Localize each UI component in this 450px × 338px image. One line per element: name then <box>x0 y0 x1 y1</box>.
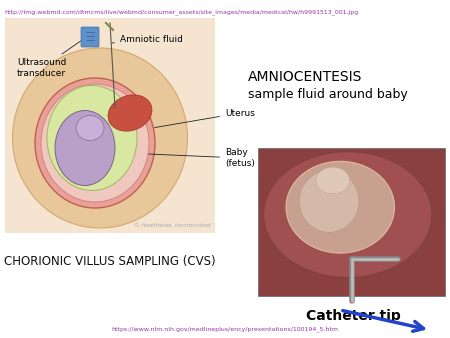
Ellipse shape <box>35 78 155 208</box>
Ellipse shape <box>316 167 350 194</box>
Ellipse shape <box>76 116 104 141</box>
Ellipse shape <box>13 48 188 228</box>
Ellipse shape <box>299 170 359 232</box>
Text: Ultrasound
transducer: Ultrasound transducer <box>17 40 83 78</box>
Ellipse shape <box>47 86 137 191</box>
Ellipse shape <box>41 84 149 202</box>
Text: http://img.webmd.com/dtmcms/live/webmd/consumer_assets/site_images/media/medical: http://img.webmd.com/dtmcms/live/webmd/c… <box>4 9 358 15</box>
Text: Catheter tip: Catheter tip <box>306 309 401 323</box>
FancyBboxPatch shape <box>5 18 215 233</box>
Text: © Healthwise, Incorporated: © Healthwise, Incorporated <box>134 222 210 228</box>
Ellipse shape <box>264 152 432 277</box>
Text: AMNIOCENTESIS: AMNIOCENTESIS <box>248 70 362 84</box>
Ellipse shape <box>55 111 115 186</box>
Text: CHORIONIC VILLUS SAMPLING (CVS): CHORIONIC VILLUS SAMPLING (CVS) <box>4 256 216 268</box>
Text: Amniotic fluid: Amniotic fluid <box>112 35 183 45</box>
FancyBboxPatch shape <box>81 27 99 47</box>
Ellipse shape <box>286 161 395 253</box>
Text: https://www.nlm.nih.gov/medlineplus/ency/presentations/100194_5.htm: https://www.nlm.nih.gov/medlineplus/ency… <box>112 326 338 332</box>
FancyBboxPatch shape <box>258 148 445 296</box>
Text: Uterus: Uterus <box>155 108 255 127</box>
Ellipse shape <box>108 95 152 131</box>
Text: sample fluid around baby: sample fluid around baby <box>248 88 408 101</box>
Text: Baby
(fetus): Baby (fetus) <box>128 148 255 168</box>
